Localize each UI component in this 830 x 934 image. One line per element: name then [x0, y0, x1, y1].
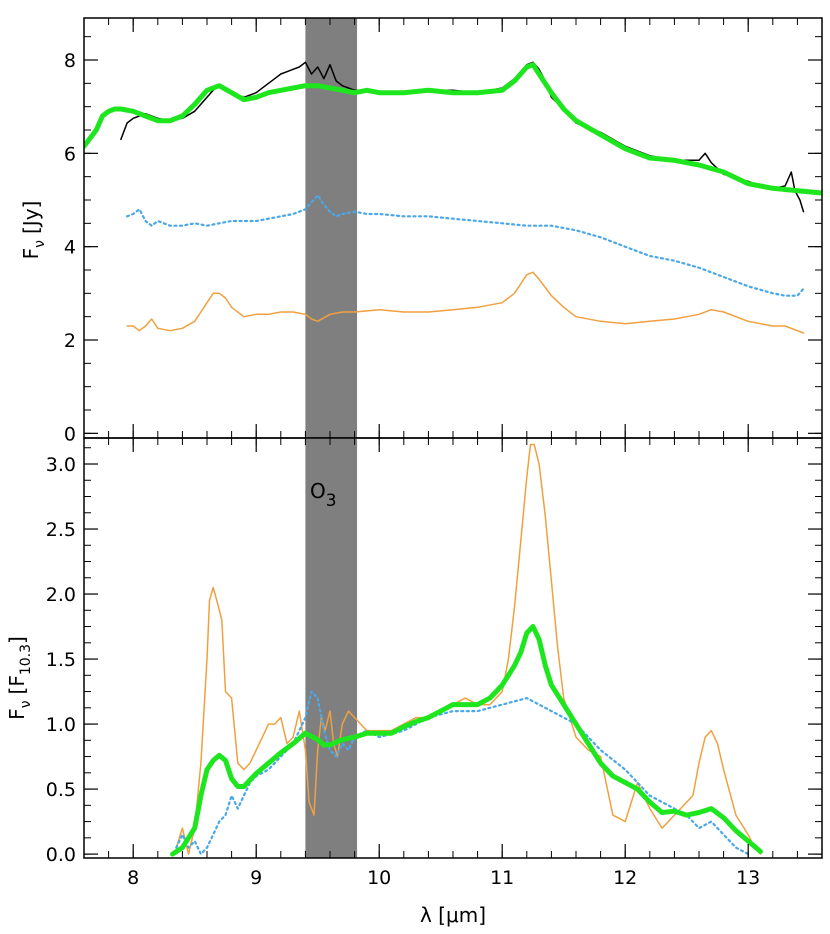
bottom-series-orange-thin — [175, 443, 762, 855]
top-series-blue-dotted — [126, 194, 805, 297]
bottom-y-axis-title: Fν [F10.3] — [5, 636, 34, 720]
top-ylabel-main: F — [19, 248, 43, 260]
top-series-layer — [84, 61, 822, 334]
bottom-ylabel-unit-close: ] — [5, 636, 29, 644]
bottom-panel: O3 0.0 0.5 1.0 1.5 2.0 2.5 3.0 8 9 10 11 12 13 Fν [F1… — [5, 437, 823, 927]
bottom-ytick-label: 1.5 — [46, 649, 76, 671]
top-ticks: 0 2 4 6 8 — [64, 18, 823, 445]
bottom-series-layer — [170, 443, 763, 857]
top-ytick-label: 0 — [64, 423, 76, 445]
band-label-main: O — [310, 479, 326, 503]
top-ylabel-unit: [Jy] — [19, 201, 43, 234]
xtick-label: 12 — [613, 867, 637, 889]
bottom-ytick-label: 0.5 — [46, 779, 76, 801]
bottom-series-blue-dotted — [175, 690, 750, 856]
xtick-label: 11 — [490, 867, 514, 889]
band-label-sub: 3 — [326, 491, 337, 511]
top-ylabel-sub: ν — [32, 240, 48, 248]
bottom-ylabel-main: F — [5, 708, 29, 720]
xtick-label: 9 — [250, 867, 262, 889]
xtick-label: 10 — [367, 867, 391, 889]
bottom-ytick-label: 0.0 — [46, 844, 76, 866]
top-ozone-band — [305, 18, 358, 438]
top-series-orange-thin — [126, 271, 805, 334]
bottom-ticks: 0.0 0.5 1.0 1.5 2.0 2.5 3.0 8 9 10 11 12 13 — [46, 438, 823, 889]
bottom-plot-frame — [83, 437, 823, 859]
x-axis-title: λ [μm] — [420, 903, 486, 927]
top-series-black-thin — [120, 61, 805, 213]
bottom-ytick-label: 2.5 — [46, 519, 76, 541]
bottom-ytick-label: 3.0 — [46, 454, 76, 476]
band-label-o3: O3 — [310, 479, 337, 511]
top-plot-frame — [83, 17, 823, 439]
bottom-ylabel-unit-main: [F — [5, 675, 29, 694]
top-panel: 0 2 4 6 8 Fν [Jy] — [19, 17, 823, 445]
top-band-layer — [305, 18, 358, 438]
bottom-band-layer — [305, 438, 358, 858]
top-ytick-label: 6 — [64, 143, 76, 165]
bottom-ytick-label: 2.0 — [46, 584, 76, 606]
bottom-series-green-thick — [170, 624, 763, 857]
top-y-axis-title: Fν [Jy] — [19, 201, 48, 260]
top-ytick-label: 8 — [64, 50, 76, 72]
bottom-ytick-label: 1.0 — [46, 714, 76, 736]
top-ytick-label: 2 — [64, 330, 76, 352]
bottom-ozone-band — [305, 438, 358, 858]
top-series-green-thick — [84, 62, 822, 196]
bottom-ylabel-unit-sub: 10.3 — [18, 644, 34, 675]
top-ytick-label: 4 — [64, 237, 76, 259]
bottom-ylabel-sub: ν — [18, 700, 34, 708]
xtick-label: 8 — [127, 867, 139, 889]
xtick-label: 13 — [736, 867, 760, 889]
